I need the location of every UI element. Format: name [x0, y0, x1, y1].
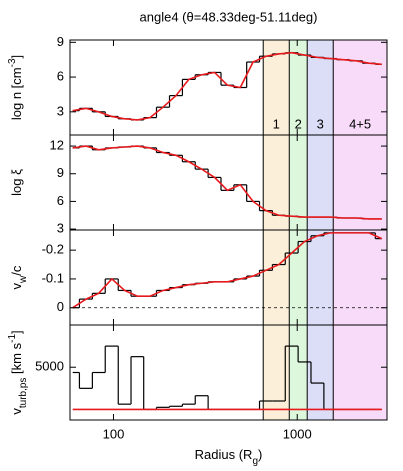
y-tick-label: 3: [57, 103, 64, 118]
region: [307, 135, 334, 230]
y-axis-label: log n [cm-3]: [7, 55, 24, 120]
region: [289, 40, 308, 135]
y-axis-label-part: -1: [7, 334, 18, 343]
y-tick-label: -0.1: [42, 270, 64, 285]
y-tick-label: 9: [57, 34, 64, 49]
region: [263, 230, 290, 325]
y-axis-label-part: turb,ps: [18, 378, 29, 409]
x-tick-label: 1000: [283, 426, 312, 441]
y-tick-label: 0: [57, 299, 64, 314]
y-axis-label-part: v: [9, 282, 24, 289]
line-series: [72, 232, 383, 309]
region-label: 4+5: [349, 116, 371, 131]
region: [333, 40, 387, 135]
y-axis-label: vturb,ps [km s-1]: [7, 330, 29, 414]
panel-frame: [69, 324, 388, 421]
y-tick-label: 3: [57, 221, 64, 236]
y-tick-label: 6: [57, 69, 64, 84]
y-axis-label-part: log ξ: [9, 169, 24, 196]
region-label: 1: [273, 116, 280, 131]
y-axis-label-part: ]: [9, 330, 24, 334]
y-axis-label: log ξ: [9, 169, 24, 196]
chart-title: angle4 (θ=48.33deg-51.11deg): [140, 9, 318, 24]
x-axis-label-part: ): [258, 447, 262, 462]
region: [289, 325, 308, 420]
y-tick-label: 5000: [35, 359, 64, 374]
y-axis-label: vw/c: [9, 265, 29, 289]
y-tick-label: -0.2: [42, 242, 64, 257]
region: [289, 135, 308, 230]
y-axis-label-part: [km s: [9, 342, 24, 377]
y-tick-label: 12: [50, 138, 64, 153]
region-label: 2: [295, 116, 302, 131]
y-axis-label-part: /c: [9, 265, 24, 276]
x-axis-label-part: g: [252, 456, 258, 467]
x-axis-label: Radius (Rg): [195, 447, 263, 467]
region: [333, 135, 387, 230]
y-axis-label-part: -3: [7, 58, 18, 67]
region: [333, 325, 387, 420]
x-tick-label: 100: [103, 426, 125, 441]
y-axis-label-part: w: [18, 275, 29, 284]
x-axis-label-part: Radius (R: [195, 447, 253, 462]
y-tick-label: 6: [57, 193, 64, 208]
region: [307, 230, 334, 325]
y-axis-label-part: v: [9, 408, 24, 415]
region: [289, 230, 308, 325]
y-axis-label-part: ]: [9, 55, 24, 59]
line-series: [72, 145, 382, 220]
y-tick-label: 9: [57, 165, 64, 180]
region: [333, 230, 387, 325]
line-series: [72, 51, 382, 121]
y-axis-label-part: log n [cm: [9, 67, 24, 120]
region-label: 3: [317, 116, 324, 131]
